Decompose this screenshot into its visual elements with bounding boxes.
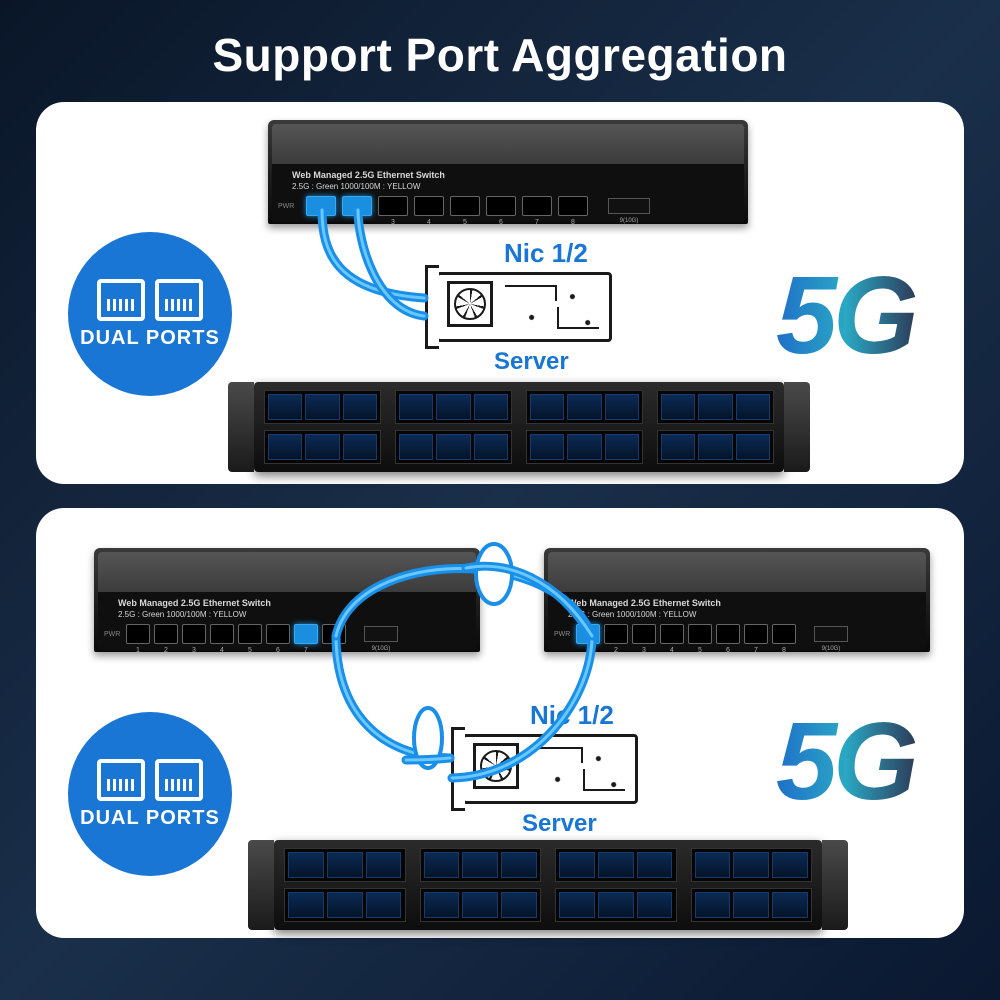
switch-model-text: Web Managed 2.5G Ethernet Switch 2.5G : … bbox=[118, 598, 271, 620]
rack-ear-icon bbox=[248, 840, 274, 930]
switch-port: 6 bbox=[716, 624, 740, 644]
nic-card bbox=[462, 734, 638, 804]
switch-port: 3 bbox=[632, 624, 656, 644]
nic-bracket-icon bbox=[451, 727, 465, 811]
dual-ports-badge: DUAL PORTS bbox=[68, 232, 232, 396]
switch-model-text: Web Managed 2.5G Ethernet Switch 2.5G : … bbox=[568, 598, 721, 620]
server-chassis bbox=[274, 840, 822, 930]
switch-front-face: Web Managed 2.5G Ethernet Switch 2.5G : … bbox=[98, 592, 476, 650]
server-drive-bays bbox=[264, 390, 774, 464]
switch-port-8: 8 bbox=[558, 196, 588, 216]
server-label: Server bbox=[522, 810, 597, 838]
switch-port: 4 bbox=[210, 624, 234, 644]
switch-port-6: 6 bbox=[486, 196, 516, 216]
switch-port-3: 3 bbox=[378, 196, 408, 216]
switch-port-7: 7 bbox=[294, 624, 318, 644]
pcb-trace-icon bbox=[501, 281, 603, 333]
switch-port: 6 bbox=[266, 624, 290, 644]
nic-card bbox=[436, 272, 612, 342]
badge-ports-icon bbox=[97, 279, 203, 321]
switch-port: 3 bbox=[182, 624, 206, 644]
switch-ports-row: 1 2 3 4 5 6 7 8 9(10G) bbox=[306, 196, 650, 216]
switch-port-2: 2 bbox=[342, 196, 372, 216]
panel-dual-switch: DUAL PORTS 5G Web Managed 2.5G Ethernet … bbox=[36, 508, 964, 938]
switch-sfp-port: 9(10G) bbox=[814, 626, 848, 642]
speed-label: 5G bbox=[776, 698, 915, 825]
badge-label: DUAL PORTS bbox=[80, 327, 220, 350]
fan-icon bbox=[473, 743, 519, 789]
rack-ear-icon bbox=[822, 840, 848, 930]
switch-sfp-port: 9(10G) bbox=[608, 198, 650, 214]
switch-port: 8 bbox=[322, 624, 346, 644]
pwr-label: PWR bbox=[278, 203, 294, 210]
server-label: Server bbox=[494, 348, 569, 376]
switch-port: 4 bbox=[660, 624, 684, 644]
switch-port-7: 7 bbox=[522, 196, 552, 216]
ethernet-port-icon bbox=[155, 759, 203, 801]
speed-label: 5G bbox=[776, 252, 915, 379]
panel-single-switch: DUAL PORTS 5G Web Managed 2.5G Ethernet … bbox=[36, 102, 964, 484]
nic-bracket-icon bbox=[425, 265, 439, 349]
pwr-label: PWR bbox=[554, 631, 570, 638]
ethernet-switch-right: Web Managed 2.5G Ethernet Switch 2.5G : … bbox=[544, 548, 930, 652]
ethernet-switch: Web Managed 2.5G Ethernet Switch 2.5G : … bbox=[268, 120, 748, 224]
switch-port: 2 bbox=[604, 624, 628, 644]
switch-port: 5 bbox=[238, 624, 262, 644]
switch-port-4: 4 bbox=[414, 196, 444, 216]
rack-ear-icon bbox=[784, 382, 810, 472]
switch-sfp-port: 9(10G) bbox=[364, 626, 398, 642]
switch-port-1: 1 bbox=[576, 624, 600, 644]
pwr-label: PWR bbox=[104, 631, 120, 638]
ethernet-port-icon bbox=[97, 279, 145, 321]
badge-label: DUAL PORTS bbox=[80, 807, 220, 830]
page-title: Support Port Aggregation bbox=[0, 0, 1000, 102]
switch-port: 2 bbox=[154, 624, 178, 644]
switch-ports-row: 1 2 3 4 5 6 7 8 9(10G) bbox=[126, 624, 398, 644]
pcb-trace-icon bbox=[527, 743, 629, 795]
switch-ports-row: 1 2 3 4 5 6 7 8 9(10G) bbox=[576, 624, 848, 644]
switch-port: 8 bbox=[772, 624, 796, 644]
nic-label: Nic 1/2 bbox=[530, 700, 614, 731]
ethernet-switch-left: Web Managed 2.5G Ethernet Switch 2.5G : … bbox=[94, 548, 480, 652]
switch-front-face: Web Managed 2.5G Ethernet Switch 2.5G : … bbox=[548, 592, 926, 650]
rack-ear-icon bbox=[228, 382, 254, 472]
ethernet-port-icon bbox=[97, 759, 145, 801]
fan-icon bbox=[447, 281, 493, 327]
switch-port: 7 bbox=[744, 624, 768, 644]
badge-ports-icon bbox=[97, 759, 203, 801]
switch-port: 1 bbox=[126, 624, 150, 644]
server-drive-bays bbox=[284, 848, 812, 922]
ethernet-port-icon bbox=[155, 279, 203, 321]
switch-model-text: Web Managed 2.5G Ethernet Switch 2.5G : … bbox=[292, 170, 445, 192]
switch-port-1: 1 bbox=[306, 196, 336, 216]
switch-port-5: 5 bbox=[450, 196, 480, 216]
switch-port: 5 bbox=[688, 624, 712, 644]
server-chassis bbox=[254, 382, 784, 472]
nic-label: Nic 1/2 bbox=[504, 238, 588, 269]
switch-front-face: Web Managed 2.5G Ethernet Switch 2.5G : … bbox=[272, 164, 744, 222]
dual-ports-badge: DUAL PORTS bbox=[68, 712, 232, 876]
